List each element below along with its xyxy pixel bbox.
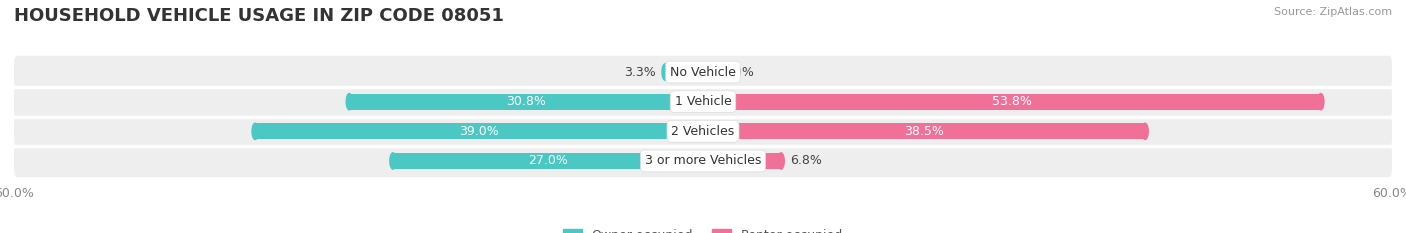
Circle shape <box>662 64 668 80</box>
Text: 3 or more Vehicles: 3 or more Vehicles <box>645 154 761 168</box>
Bar <box>703 123 1144 140</box>
FancyBboxPatch shape <box>14 115 1392 148</box>
FancyBboxPatch shape <box>14 145 1392 177</box>
Bar <box>703 93 1320 110</box>
Text: 0.9%: 0.9% <box>723 65 755 79</box>
Circle shape <box>1142 123 1149 140</box>
Text: 1 Vehicle: 1 Vehicle <box>675 95 731 108</box>
Text: Source: ZipAtlas.com: Source: ZipAtlas.com <box>1274 7 1392 17</box>
Text: 30.8%: 30.8% <box>506 95 546 108</box>
Text: 27.0%: 27.0% <box>529 154 568 168</box>
Bar <box>703 64 713 80</box>
Text: 39.0%: 39.0% <box>460 125 499 138</box>
Circle shape <box>1317 93 1324 110</box>
Text: 3.3%: 3.3% <box>624 65 657 79</box>
Circle shape <box>252 123 259 140</box>
Bar <box>392 153 703 169</box>
Text: No Vehicle: No Vehicle <box>671 65 735 79</box>
Text: 38.5%: 38.5% <box>904 125 943 138</box>
Circle shape <box>389 153 396 169</box>
Text: 2 Vehicles: 2 Vehicles <box>672 125 734 138</box>
Circle shape <box>346 93 353 110</box>
Circle shape <box>778 153 785 169</box>
Bar <box>665 64 703 80</box>
Circle shape <box>710 64 717 80</box>
Text: HOUSEHOLD VEHICLE USAGE IN ZIP CODE 08051: HOUSEHOLD VEHICLE USAGE IN ZIP CODE 0805… <box>14 7 503 25</box>
Bar <box>256 123 703 140</box>
Bar <box>703 153 782 169</box>
Text: 53.8%: 53.8% <box>993 95 1032 108</box>
Bar <box>349 93 703 110</box>
FancyBboxPatch shape <box>14 56 1392 88</box>
FancyBboxPatch shape <box>14 85 1392 118</box>
Legend: Owner-occupied, Renter-occupied: Owner-occupied, Renter-occupied <box>558 224 848 233</box>
Text: 6.8%: 6.8% <box>790 154 823 168</box>
